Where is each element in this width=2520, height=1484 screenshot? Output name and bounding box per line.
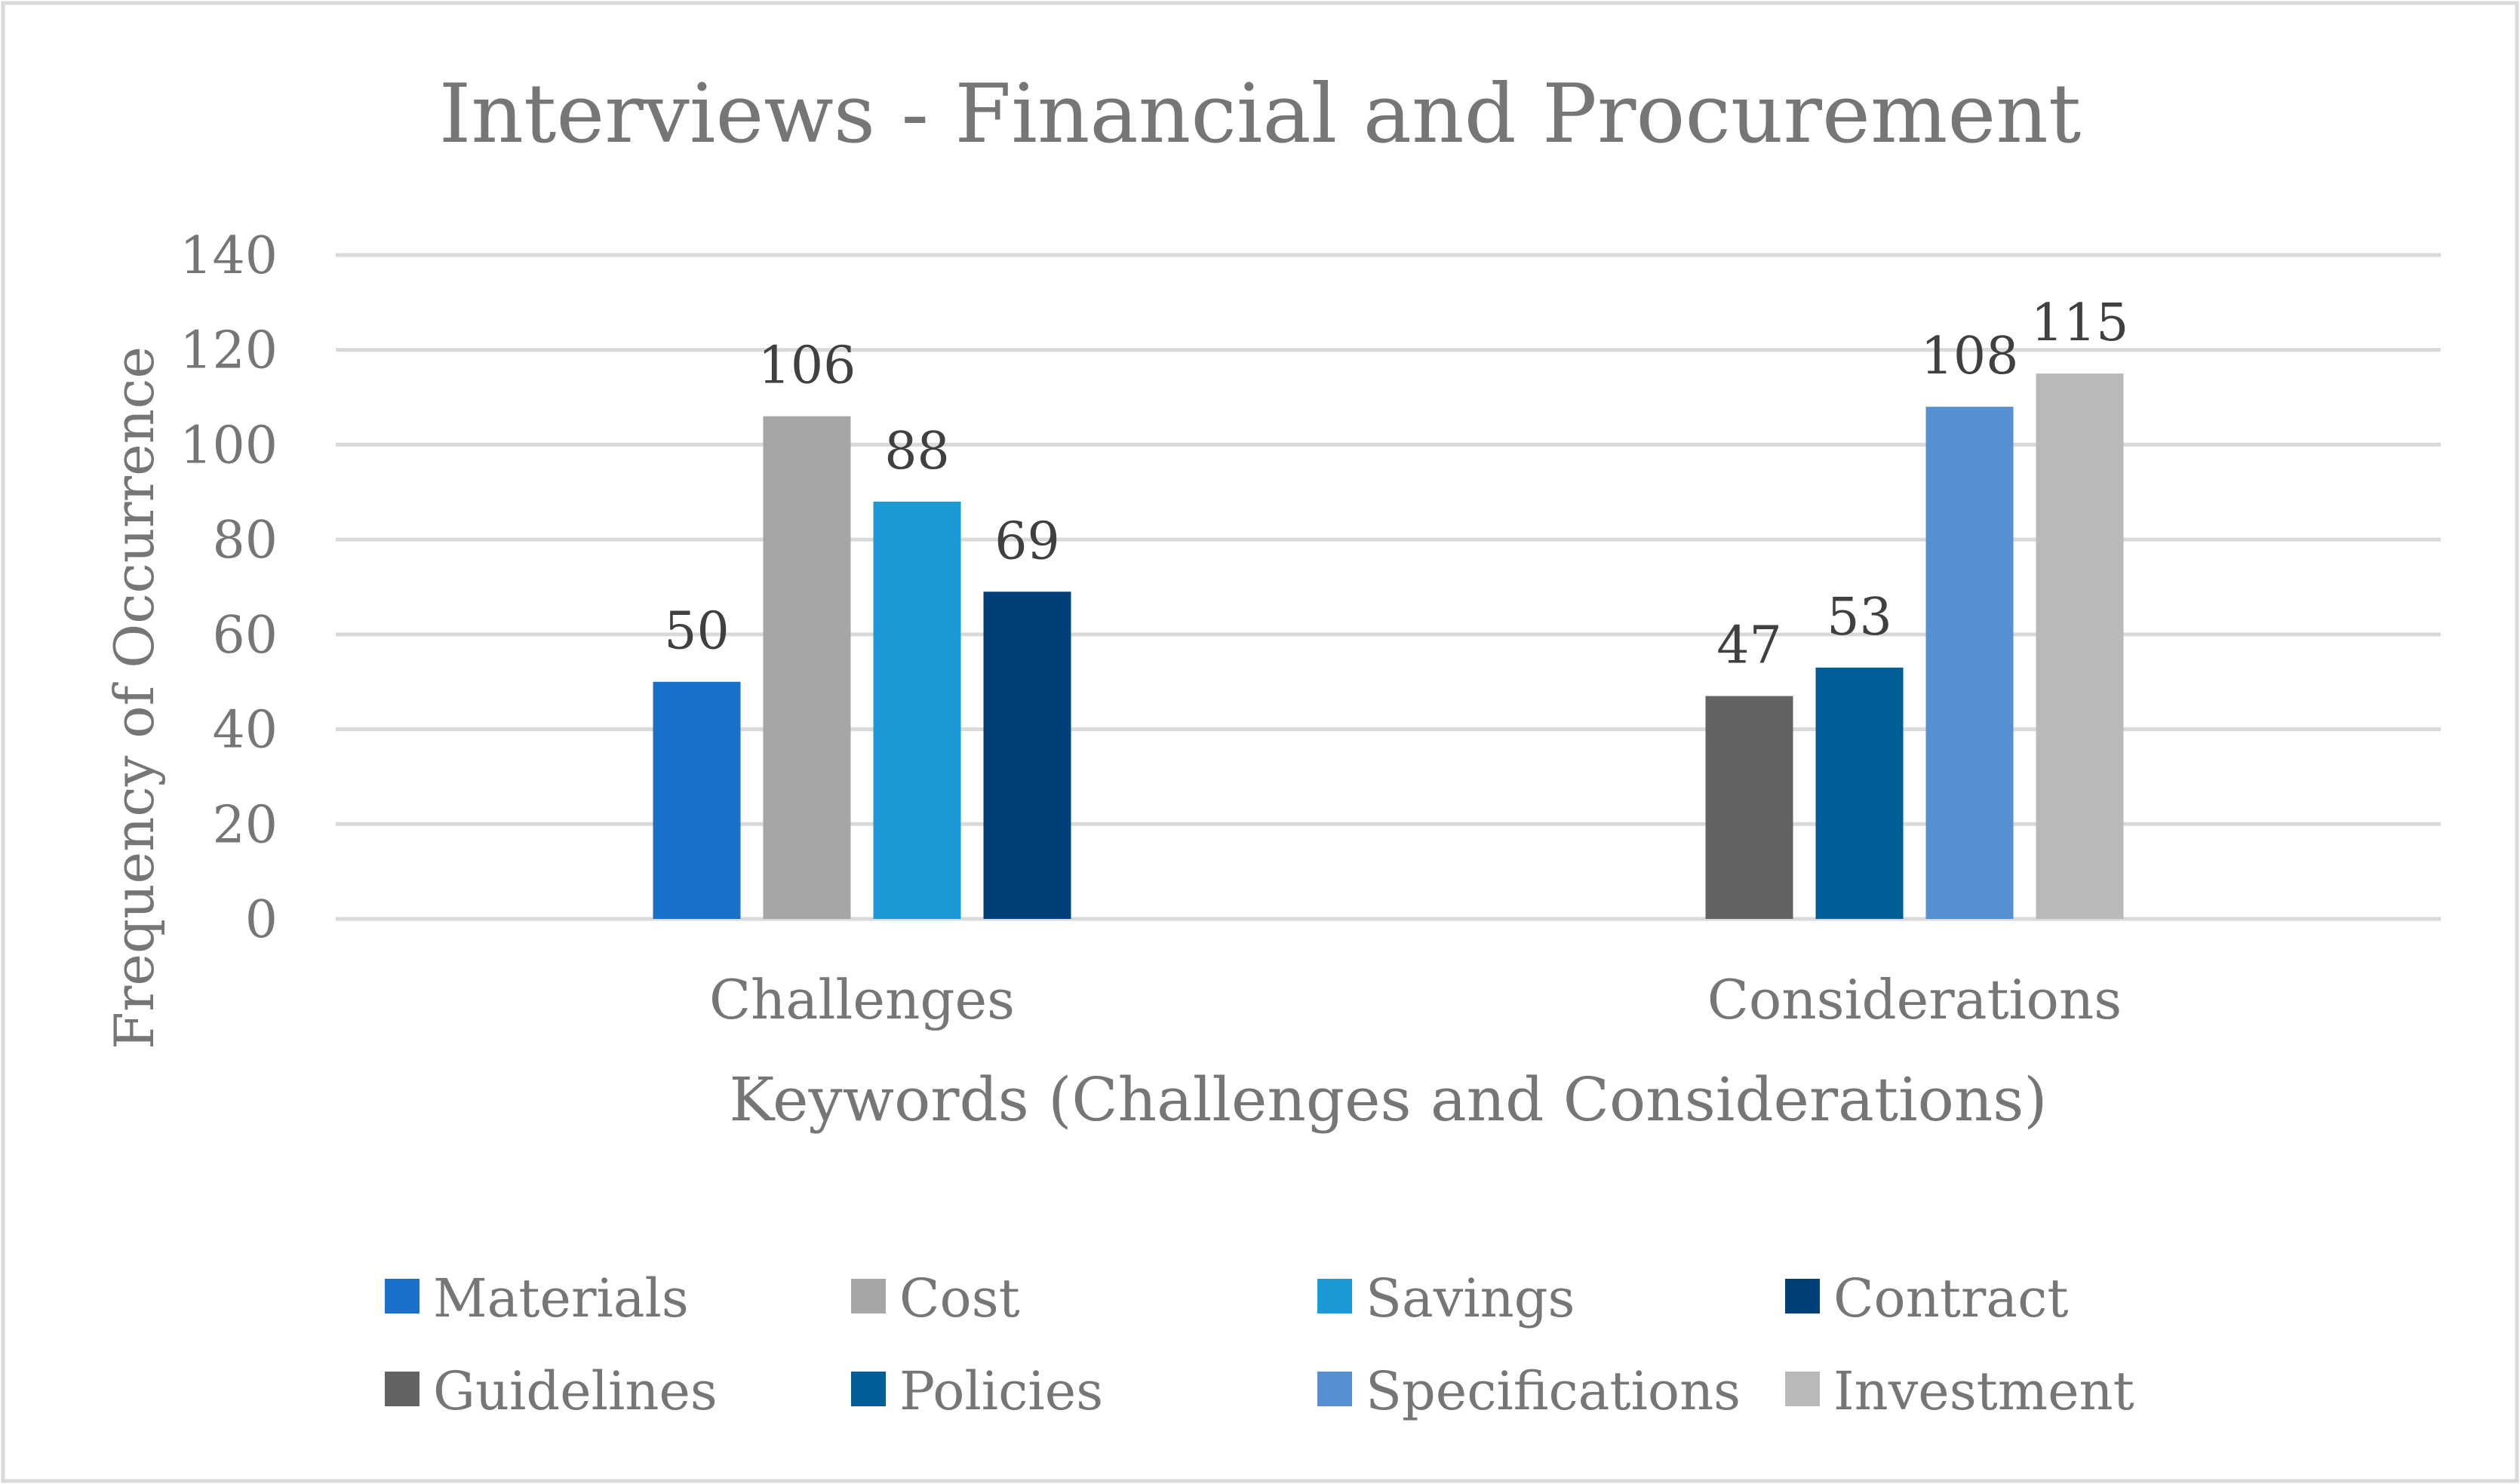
legend-swatch [1785,1372,1820,1406]
y-tick-label: 0 [245,890,278,950]
x-axis-title: Keywords (Challenges and Considerations) [729,1065,2047,1135]
y-tick-label: 100 [180,416,278,475]
legend: Materials Cost Savings Contract Guidelines Po… [385,1267,2134,1422]
legend-label: Contract [1833,1267,2068,1329]
legend-item-investment: Investment [1785,1360,2134,1422]
x-tick-label-challenges: Challenges [709,968,1015,1031]
legend-swatch [1317,1372,1352,1406]
legend-label: Policies [899,1360,1103,1422]
legend-label: Cost [899,1267,1020,1329]
y-axis-title: Frequency of Occurrence [103,346,166,1049]
bar-specifications [1925,407,2014,919]
bars [653,373,2124,920]
data-label-cost: 106 [758,336,856,396]
legend-swatch [1317,1279,1352,1313]
data-label-savings: 88 [884,422,950,481]
bar-contract [983,591,1071,919]
legend-label: Materials [433,1267,689,1329]
data-label-investment: 115 [2031,293,2129,353]
data-label-policies: 53 [1827,588,1892,647]
x-tick-label-considerations: Considerations [1707,968,2122,1031]
legend-swatch [851,1372,886,1406]
y-tick-label: 80 [212,511,278,570]
data-label-guidelines: 47 [1716,616,1782,676]
y-tick-label: 60 [212,606,278,665]
y-tick-label: 120 [180,321,278,381]
legend-item-savings: Savings [1317,1267,1575,1329]
legend-item-specifications: Specifications [1317,1360,1741,1422]
legend-label: Specifications [1366,1360,1741,1422]
legend-swatch [385,1279,419,1313]
bar-savings [873,501,961,919]
bar-materials [653,681,741,919]
data-label-contract: 69 [994,512,1060,571]
bar-investment [2036,373,2124,920]
legend-label: Savings [1366,1267,1575,1329]
x-axis-ticks: Challenges Considerations [709,968,2122,1031]
legend-item-contract: Contract [1785,1267,2068,1329]
legend-item-guidelines: Guidelines [385,1360,718,1422]
legend-label: Guidelines [433,1360,718,1422]
legend-swatch [385,1372,419,1406]
y-tick-label: 20 [212,795,278,855]
legend-item-policies: Policies [851,1360,1103,1422]
legend-swatch [851,1279,886,1313]
legend-swatch [1785,1279,1820,1313]
chart-title: Interviews - Financial and Procurement [439,67,2082,161]
y-tick-label: 40 [212,701,278,760]
y-tick-label: 140 [180,226,278,286]
bar-guidelines [1705,696,1793,919]
bar-cost [763,416,851,919]
legend-label: Investment [1833,1360,2134,1422]
bar-policies [1815,667,1904,919]
data-label-specifications: 108 [1921,327,2019,386]
y-axis-ticks: 0 20 40 60 80 100 120 140 [180,226,278,950]
legend-item-materials: Materials [385,1267,689,1329]
data-label-materials: 50 [664,602,730,662]
legend-item-cost: Cost [851,1267,1020,1329]
